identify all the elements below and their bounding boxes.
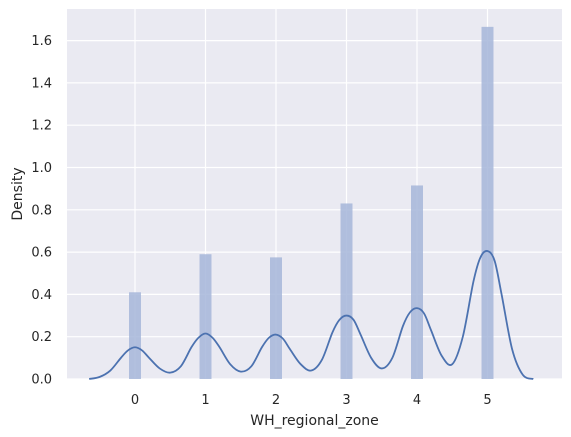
y-tick-label: 0.8 (31, 203, 52, 218)
x-tick-label: 2 (272, 393, 280, 408)
histogram-bar (340, 203, 353, 379)
x-tick-label: 3 (342, 393, 350, 408)
x-tick-label: 5 (483, 393, 491, 408)
grid (67, 9, 562, 380)
y-tick-label: 1.0 (31, 161, 52, 176)
histogram-bar (411, 185, 423, 379)
y-tick-labels: 0.0 0.2 0.4 0.6 0.8 1.0 1.2 1.4 1.6 (31, 34, 52, 387)
histogram-bar (129, 292, 141, 379)
histogram-bar (270, 257, 282, 379)
y-axis-label: Density (10, 167, 26, 220)
histogram-bars (129, 26, 494, 379)
histogram-bar (481, 26, 494, 379)
y-tick-label: 0.4 (31, 288, 52, 303)
y-tick-label: 0.2 (31, 330, 52, 345)
y-tick-label: 1.6 (31, 34, 52, 49)
x-tick-label: 1 (201, 393, 209, 408)
x-axis-label: WH_regional_zone (250, 413, 379, 429)
x-tick-label: 0 (131, 393, 139, 408)
x-tick-label: 4 (413, 393, 421, 408)
plot-background (67, 9, 562, 379)
kde-curve (88, 250, 534, 380)
histogram-bar (199, 254, 212, 379)
x-tick-labels: 0 1 2 3 4 5 (131, 393, 492, 408)
y-tick-label: 0.6 (31, 246, 52, 261)
y-tick-label: 1.4 (31, 76, 52, 91)
y-tick-label: 1.2 (31, 119, 52, 134)
kde-curve-group (88, 250, 534, 380)
y-tick-label: 0.0 (31, 373, 52, 388)
